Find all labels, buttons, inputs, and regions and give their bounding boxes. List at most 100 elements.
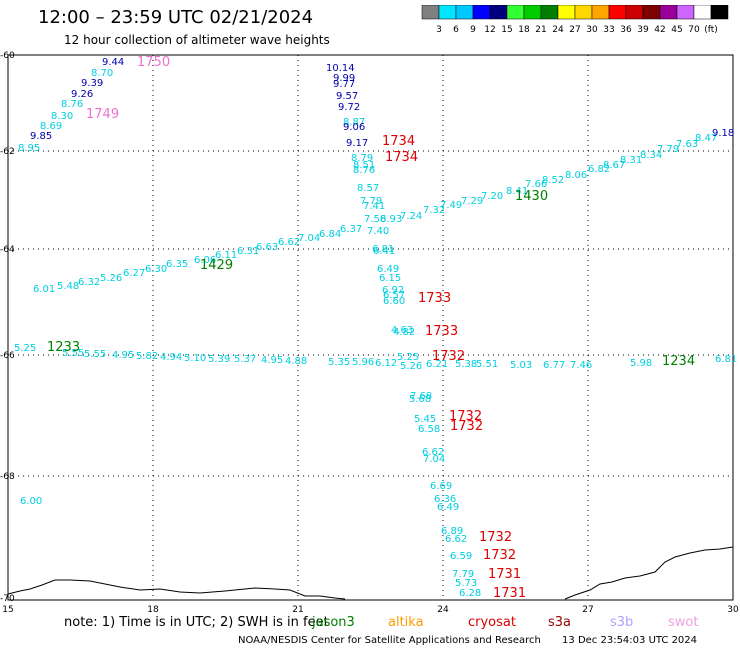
footnote: note: 1) Time is in UTC; 2) SWH is in fe… bbox=[64, 615, 698, 630]
credit-org: NOAA/NESDIS Center for Satellite Applica… bbox=[238, 635, 541, 646]
wave-height-value: 6.00 bbox=[20, 496, 42, 507]
wave-height-value: 8.51 bbox=[353, 160, 375, 171]
colorbar-label: 27 bbox=[569, 25, 580, 35]
colorbar-label: 30 bbox=[586, 25, 598, 35]
satellite-name-s3a: s3a bbox=[548, 615, 571, 630]
wave-height-value: 5.10 bbox=[184, 353, 206, 364]
track-time-label: 1731 bbox=[488, 567, 521, 582]
colorbar-label: 70 bbox=[688, 25, 700, 35]
wave-height-value: 7.79 bbox=[360, 196, 382, 207]
wave-height-value: 9.99 bbox=[333, 73, 355, 84]
wave-height-value: 5.25 bbox=[14, 343, 36, 354]
track-time-label: 1732 bbox=[432, 349, 465, 364]
wave-height-value: 4.63 bbox=[391, 325, 413, 336]
y-tick-label: -70 bbox=[0, 594, 15, 604]
wave-height-value: 7.40 bbox=[367, 226, 389, 237]
wave-height-value: 5.26 bbox=[400, 361, 422, 372]
wave-height-value: 7.68 bbox=[410, 391, 432, 402]
wave-height-value: 6.62 bbox=[445, 534, 467, 545]
track-time-label: 1429 bbox=[200, 258, 233, 273]
wave-height-value: 9.44 bbox=[102, 57, 124, 68]
wave-height-value: 9.72 bbox=[338, 102, 360, 113]
x-tick-label: 15 bbox=[2, 605, 13, 612]
x-tick-label: 18 bbox=[147, 605, 159, 612]
y-tick-label: -62 bbox=[0, 147, 15, 157]
wave-height-value: 10.14 bbox=[326, 63, 355, 74]
map-subtitle: 12 hour collection of altimeter wave hei… bbox=[64, 33, 330, 47]
wave-height-value: 6.69 bbox=[430, 481, 452, 492]
x-tick-label: 21 bbox=[292, 605, 303, 612]
wave-height-value: 8.06 bbox=[565, 170, 587, 181]
wave-height-value: 6.77 bbox=[543, 360, 565, 371]
colorbar-label: 15 bbox=[501, 25, 512, 35]
wave-height-value: 9.06 bbox=[343, 122, 365, 133]
wave-height-value: 6.01 bbox=[33, 284, 55, 295]
track-time-label: 1233 bbox=[47, 340, 80, 355]
wave-height-value: 8.79 bbox=[351, 153, 373, 164]
wave-height-value: 9.77 bbox=[333, 79, 355, 90]
satellite-name-jason3: jason3 bbox=[311, 615, 355, 630]
colorbar-label: 9 bbox=[470, 25, 476, 35]
wave-height-value: 7.20 bbox=[481, 191, 503, 202]
track-time-label: 1732 bbox=[450, 419, 483, 434]
wave-height-value: 6.49 bbox=[437, 502, 459, 513]
wave-height-value: 7.04 bbox=[423, 454, 445, 465]
colorbar-label: 3 bbox=[436, 25, 442, 35]
coastline bbox=[7, 579, 346, 600]
x-tick-label: 24 bbox=[437, 605, 449, 612]
wave-height-value: 9.57 bbox=[336, 91, 358, 102]
wave-height-value: 9.17 bbox=[346, 138, 368, 149]
wave-height-value: 7.32 bbox=[423, 205, 445, 216]
wave-height-value: 8.69 bbox=[40, 121, 62, 132]
wave-height-value: 6.27 bbox=[123, 268, 145, 279]
colorbar-label: (ft) bbox=[704, 25, 718, 35]
wave-height-value: 7.66 bbox=[525, 179, 547, 190]
wave-height-value: 7.29 bbox=[461, 196, 483, 207]
altimeter-map: 15 18 21 24 27 30-60-62-64-66-68-70 9.448.709… bbox=[0, 51, 739, 612]
track-time-label: 1731 bbox=[493, 586, 526, 601]
wave-height-value: 5.39 bbox=[208, 354, 230, 365]
wave-height-value: 8.41 bbox=[506, 186, 528, 197]
wave-height-value: 8.70 bbox=[91, 68, 113, 79]
wave-height-value: 8.30 bbox=[51, 111, 73, 122]
colorbar-label: 39 bbox=[637, 25, 649, 35]
wave-height-value: 6.60 bbox=[383, 296, 405, 307]
axis-labels: 15 18 21 24 27 30 -60 -62 -64 -66 -68 -70 bbox=[0, 51, 739, 612]
wave-height-value: 7.46 bbox=[570, 360, 592, 371]
colorbar-label: 18 bbox=[518, 25, 530, 35]
wave-height-colorbar: 3 6 9 12 15 18 21 24 27 30 33 36 39 42 45 70 (ft) bbox=[421, 5, 729, 35]
colorbar-label: 24 bbox=[552, 25, 564, 35]
colorbar-label: 33 bbox=[603, 25, 614, 35]
wave-height-value: 6.84 bbox=[319, 229, 341, 240]
colorbar-label: 6 bbox=[453, 25, 459, 35]
wave-height-value: 8.87 bbox=[343, 117, 365, 128]
wave-height-value: 6.28 bbox=[459, 588, 481, 599]
satellite-name-cryosat: cryosat bbox=[468, 615, 516, 630]
wave-height-value: 7.79 bbox=[452, 569, 474, 580]
wave-height-value: 6.12 bbox=[375, 358, 397, 369]
wave-height-value: 8.95 bbox=[18, 143, 40, 154]
wave-height-value: 6.89 bbox=[441, 526, 463, 537]
wave-height-value: 6.58 bbox=[418, 424, 440, 435]
wave-height-value: 5.48 bbox=[57, 281, 79, 292]
wave-height-value: 7.24 bbox=[400, 211, 422, 222]
satellite-name-s3b: s3b bbox=[610, 615, 633, 630]
track-time-label: 1732 bbox=[483, 548, 516, 563]
colorbar-label: 42 bbox=[654, 25, 665, 35]
wave-height-value: 5.26 bbox=[100, 273, 122, 284]
x-tick-label: 30 bbox=[727, 605, 739, 612]
wave-height-value: 6.62 bbox=[278, 237, 300, 248]
track-time-label: 1733 bbox=[425, 324, 458, 339]
wave-height-value: 9.18 bbox=[712, 128, 734, 139]
wave-height-value: 6.11 bbox=[215, 250, 237, 261]
wave-height-value: 5.45 bbox=[414, 414, 436, 425]
wave-height-value: 8.57 bbox=[357, 183, 379, 194]
track-time-label: 1732 bbox=[449, 409, 482, 424]
wave-height-value: 5.51 bbox=[476, 359, 498, 370]
wave-height-value: 6.63 bbox=[256, 242, 278, 253]
track-time-label: 1749 bbox=[86, 107, 119, 122]
satellite-name-altika: altika bbox=[388, 615, 424, 630]
wave-height-value: 8.34 bbox=[640, 150, 662, 161]
track-time-label: 1750 bbox=[137, 55, 170, 70]
wave-height-value: 6.82 bbox=[588, 164, 610, 175]
